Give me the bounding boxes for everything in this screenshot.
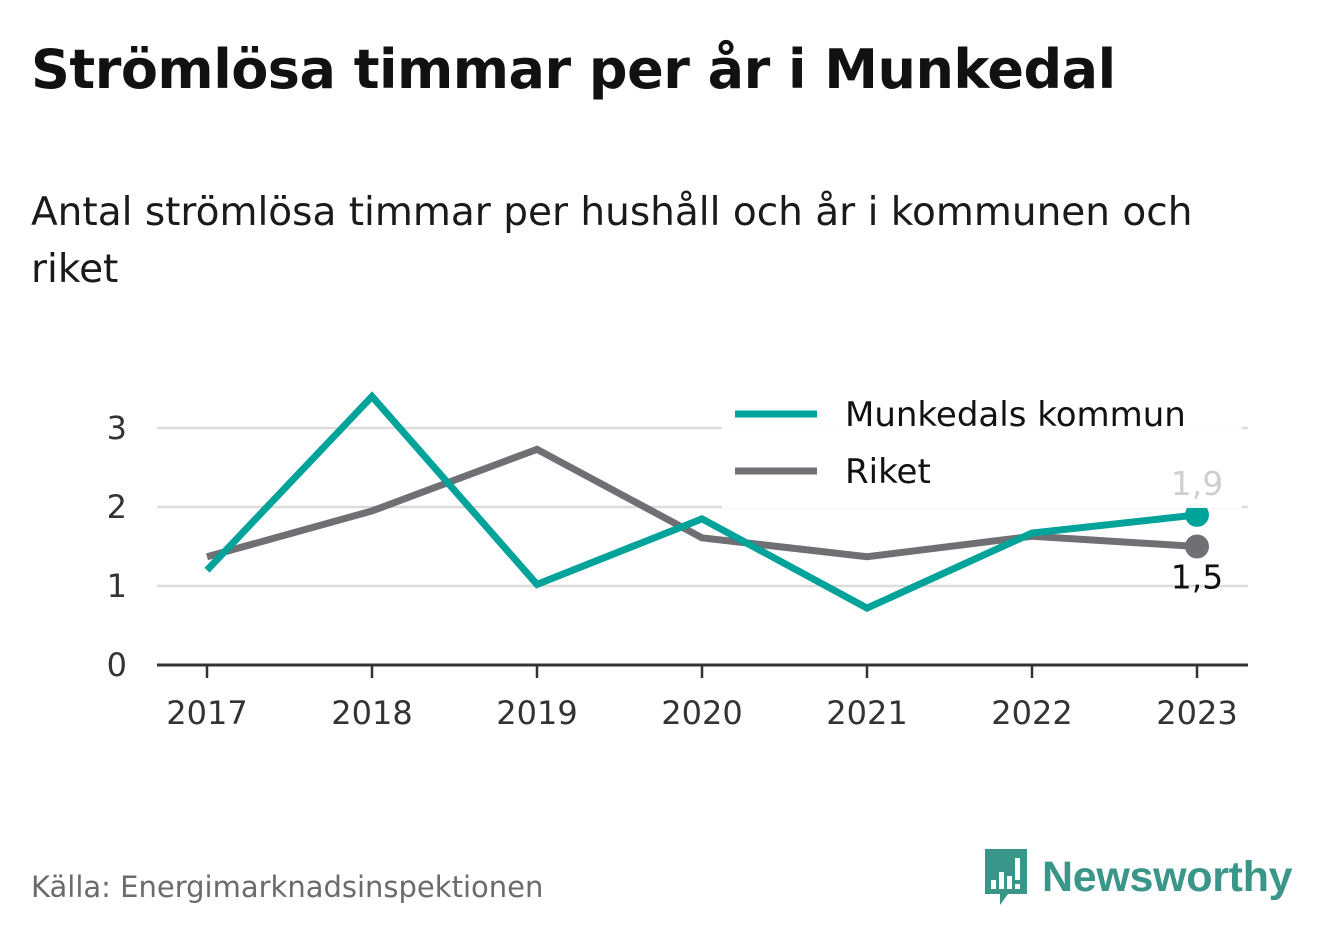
x-tick-label: 2021 xyxy=(826,694,907,732)
y-tick-label: 2 xyxy=(107,488,127,526)
y-tick-label: 1 xyxy=(107,567,127,605)
legend-label: Riket xyxy=(845,452,931,492)
newsworthy-logo: Newsworthy xyxy=(982,846,1293,908)
x-tick-label: 2019 xyxy=(496,694,577,732)
series-lines xyxy=(204,391,1209,613)
chart-title: Strömlösa timmar per år i Munkedal xyxy=(31,38,1116,101)
x-tick-label: 2017 xyxy=(166,694,247,732)
legend-background xyxy=(722,386,1242,508)
x-tick-label: 2023 xyxy=(1156,694,1237,732)
x-axis-ticks: 2017 2018 2019 2020 2021 2022 2023 xyxy=(166,665,1238,732)
x-tick-label: 2018 xyxy=(331,694,412,732)
series-line xyxy=(204,391,1198,613)
x-tick-label: 2022 xyxy=(991,694,1072,732)
series-end-point xyxy=(1185,534,1209,559)
newsworthy-bar-chart-icon xyxy=(985,849,1027,905)
series-end-point xyxy=(1185,502,1209,527)
end-label-munkedal: 1,9 xyxy=(1171,464,1223,503)
end-label-riket: 1,5 xyxy=(1171,558,1223,597)
logo-text: Newsworthy xyxy=(1042,852,1293,901)
end-labels: 1,9 1,5 xyxy=(1171,464,1223,597)
x-tick-label: 2020 xyxy=(661,694,742,732)
legend-label: Munkedals kommun xyxy=(845,395,1186,435)
y-axis-ticks: 0 1 2 3 xyxy=(107,409,127,684)
legend: Munkedals kommun Riket xyxy=(722,386,1242,508)
chart-subtitle: Antal strömlösa timmar per hushåll och å… xyxy=(31,190,1193,292)
source-note: Källa: Energimarknadsinspektionen xyxy=(31,870,544,904)
y-tick-label: 0 xyxy=(107,646,127,684)
y-tick-label: 3 xyxy=(107,409,127,447)
